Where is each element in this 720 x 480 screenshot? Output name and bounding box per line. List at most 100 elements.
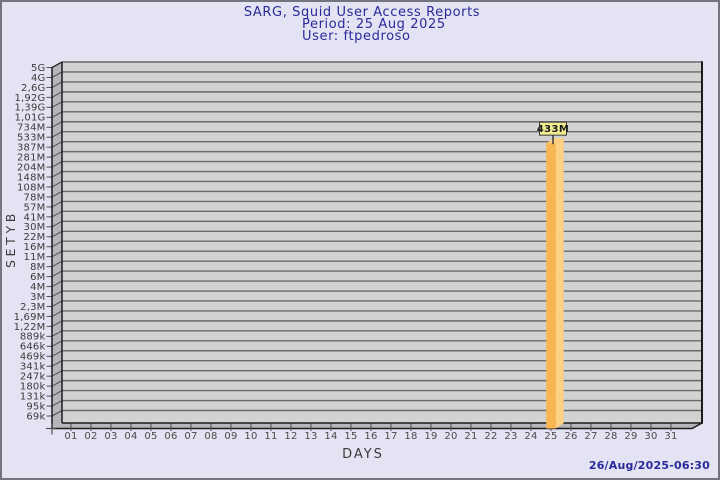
x-tick-label: 11 [264, 431, 277, 442]
x-tick-label: 22 [484, 431, 497, 442]
y-tick-label: 1,22M [14, 322, 46, 333]
wall-diagonal [51, 220, 63, 228]
x-tick-label: 28 [604, 431, 617, 442]
y-axis-title-char: T [3, 237, 18, 246]
y-axis-title-char: B [3, 214, 18, 223]
y-axis-title-char: Y [3, 225, 18, 234]
floor [52, 423, 702, 429]
x-tick-label: 25 [544, 431, 557, 442]
x-axis-title: DAYS [342, 447, 384, 462]
y-tick-label: 4G [31, 73, 46, 84]
x-tick-label: 06 [164, 431, 177, 442]
y-tick-label: 180k [20, 382, 46, 393]
wall-diagonal [51, 101, 63, 108]
plot-frame [46, 61, 703, 435]
wall-diagonal [51, 161, 63, 168]
bar-day-25 [546, 138, 564, 429]
y-tick-label: 1,69M [14, 312, 46, 323]
wall-diagonal [51, 250, 63, 258]
y-tick-label: 469k [20, 352, 46, 363]
y-tick-label: 5G [31, 63, 46, 74]
x-tick-label: 21 [464, 431, 477, 442]
x-tick-label: 08 [204, 431, 217, 442]
wall-diagonal [51, 260, 63, 268]
y-tick-label: 3M [30, 292, 45, 303]
y-axis-title-char: S [3, 260, 18, 268]
wall-diagonal [51, 71, 63, 78]
wall-diagonal [51, 240, 63, 248]
wall-diagonal [51, 290, 63, 297]
wall-diagonal [51, 181, 63, 188]
y-tick-label: 387M [17, 143, 46, 154]
wall-diagonal [51, 360, 63, 367]
wall-diagonal [51, 350, 63, 357]
report-user: User: ftpedroso [302, 29, 411, 44]
wall-diagonal [51, 191, 63, 198]
y-tick-label: 16M [24, 242, 46, 253]
x-tick-label: 24 [524, 431, 537, 442]
y-tick-label: 2,6G [21, 83, 45, 94]
y-tick-label: 41M [24, 212, 46, 223]
x-tick-label: 04 [124, 431, 137, 442]
y-tick-label: 341k [20, 362, 46, 373]
y-tick-label: 8M [30, 262, 45, 273]
wall-diagonal [51, 320, 63, 327]
x-tick-label: 20 [444, 431, 457, 442]
y-tick-label: 131k [20, 391, 46, 402]
x-tick-label: 29 [624, 431, 637, 442]
bar-value-callout: 433M [537, 121, 569, 145]
x-tick-label: 10 [244, 431, 257, 442]
y-tick-label: 646k [20, 342, 46, 353]
wall-diagonal [51, 390, 63, 397]
x-tick-label: 01 [64, 431, 77, 442]
wall-diagonal [51, 340, 63, 347]
y-tick-label: 247k [20, 372, 46, 383]
wall-diagonal [51, 210, 63, 218]
x-tick-label: 14 [324, 431, 337, 442]
y-tick-label: 6M [30, 272, 45, 283]
x-tick-label: 05 [144, 431, 157, 442]
y-tick-label: 1,92G [14, 93, 45, 104]
y-tick-label: 4M [30, 282, 45, 293]
y-tick-label: 889k [20, 332, 46, 343]
x-tick-labels: 01 02 03 04 05 06 07 08 09 10 11 12 13 14 15 16 17 18 19 20… [64, 423, 677, 442]
wall-diagonal [51, 91, 63, 98]
y-tick-label: 11M [24, 252, 46, 263]
wall-diagonal [51, 300, 63, 307]
report-period: Period: 25 Aug 2025 [302, 17, 446, 32]
x-tick-label: 27 [584, 431, 597, 442]
wall-diagonal [51, 200, 63, 208]
y-tick-label: 148M [17, 172, 46, 183]
report-title: SARG, Squid User Access Reports [243, 5, 481, 20]
wall-diagonal [51, 370, 63, 377]
x-tick-label: 30 [644, 431, 657, 442]
x-tick-label: 31 [664, 431, 677, 442]
wall-diagonal [51, 131, 63, 138]
bar-front-face [546, 143, 556, 429]
y-axis-title-char: E [3, 248, 18, 256]
y-tick-label: 22M [24, 232, 46, 243]
wall-diagonal [51, 410, 63, 417]
x-tick-label: 16 [364, 431, 377, 442]
wall-diagonal [51, 400, 63, 407]
wall-diagonal [51, 280, 63, 287]
y-tick-label: 69k [26, 411, 45, 422]
callout-box [539, 121, 567, 136]
wall-diagonal [51, 330, 63, 337]
y-tick-label: 1,39G [14, 103, 45, 114]
wall-diagonal [51, 230, 63, 238]
y-tick-label: 204M [17, 162, 46, 173]
x-tick-label: 03 [104, 431, 117, 442]
y-tick-label: 30M [24, 222, 46, 233]
y-tick-label: 281M [17, 153, 46, 164]
bar-top-face [546, 138, 564, 144]
y-tick-label: 95k [26, 401, 45, 412]
x-tick-label: 15 [344, 431, 357, 442]
wall-diagonal [51, 121, 63, 128]
floor-front-edge [52, 422, 703, 430]
y-tick-label: 533M [17, 133, 46, 144]
y-tick-label: 734M [17, 123, 46, 134]
